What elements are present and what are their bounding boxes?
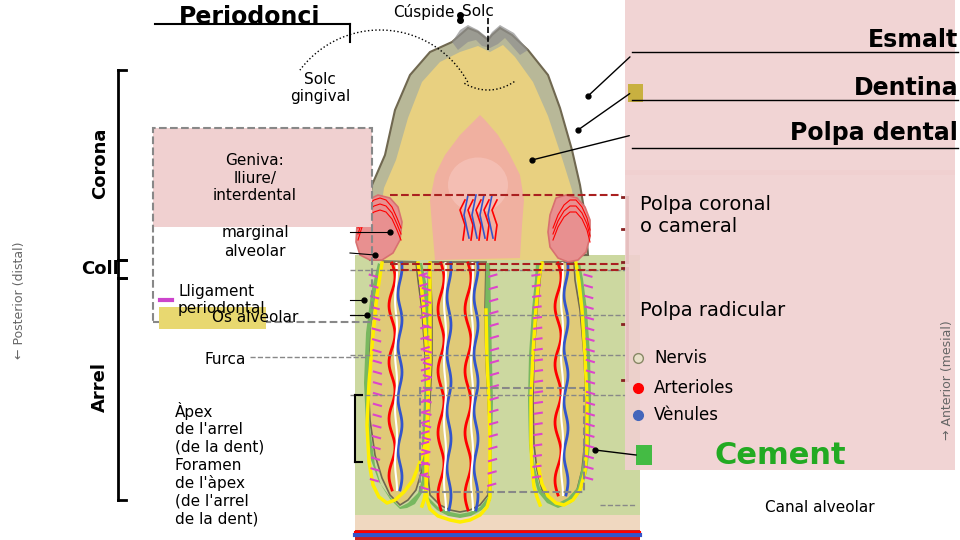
FancyBboxPatch shape (628, 84, 643, 102)
FancyBboxPatch shape (625, 170, 955, 470)
Bar (355, 515, 640, 530)
Polygon shape (452, 25, 528, 55)
Text: Nervis: Nervis (654, 349, 707, 367)
Text: ← Posterior (distal): ← Posterior (distal) (13, 241, 27, 359)
Text: Geniva:
lliure/
interdental: Geniva: lliure/ interdental (213, 153, 297, 203)
Text: Solc: Solc (462, 4, 493, 19)
Text: Os alveolar: Os alveolar (212, 310, 299, 326)
Text: Coll: Coll (82, 260, 119, 278)
Polygon shape (528, 263, 591, 508)
Text: Dentina: Dentina (853, 76, 958, 100)
Polygon shape (380, 45, 576, 260)
FancyBboxPatch shape (625, 0, 955, 175)
FancyBboxPatch shape (159, 307, 266, 329)
Polygon shape (356, 195, 402, 260)
Polygon shape (368, 262, 426, 505)
Text: Foramen
de l'àpex
(de l'arrel
de la dent): Foramen de l'àpex (de l'arrel de la dent… (175, 458, 258, 526)
Text: Cúspide: Cúspide (394, 4, 455, 20)
Text: Cement: Cement (714, 441, 846, 469)
Text: alveolar: alveolar (225, 245, 286, 260)
Polygon shape (422, 263, 493, 518)
Text: Corona: Corona (91, 127, 109, 199)
Text: Esmalt: Esmalt (868, 28, 958, 52)
Bar (355, 515, 640, 535)
Polygon shape (428, 262, 490, 512)
Text: Polpa radicular: Polpa radicular (640, 300, 785, 320)
Bar (355, 255, 640, 530)
Text: Canal alveolar: Canal alveolar (765, 501, 875, 516)
Text: Polpa coronal
o cameral: Polpa coronal o cameral (640, 194, 771, 235)
Text: Arrel: Arrel (91, 362, 109, 412)
Bar (355, 265, 640, 520)
Text: Lligament
periodontal: Lligament periodontal (178, 284, 266, 316)
Text: marginal: marginal (221, 225, 289, 240)
Polygon shape (533, 262, 586, 505)
FancyBboxPatch shape (153, 128, 372, 227)
Bar (355, 520, 640, 540)
Text: Arterioles: Arterioles (654, 379, 734, 397)
Text: Periodonci: Periodonci (180, 5, 321, 29)
Text: Solc
gingival: Solc gingival (290, 72, 350, 104)
Polygon shape (368, 28, 588, 260)
Polygon shape (430, 115, 524, 260)
Text: Furca: Furca (205, 353, 247, 368)
Text: → Anterior (mesial): → Anterior (mesial) (942, 320, 954, 440)
Polygon shape (364, 263, 430, 509)
Polygon shape (548, 195, 590, 262)
Text: Àpex
de l'arrel
(de la dent): Àpex de l'arrel (de la dent) (175, 402, 264, 454)
Ellipse shape (448, 158, 508, 213)
Text: Vènules: Vènules (654, 406, 719, 424)
Text: Polpa dental: Polpa dental (790, 121, 958, 145)
FancyBboxPatch shape (636, 445, 652, 465)
